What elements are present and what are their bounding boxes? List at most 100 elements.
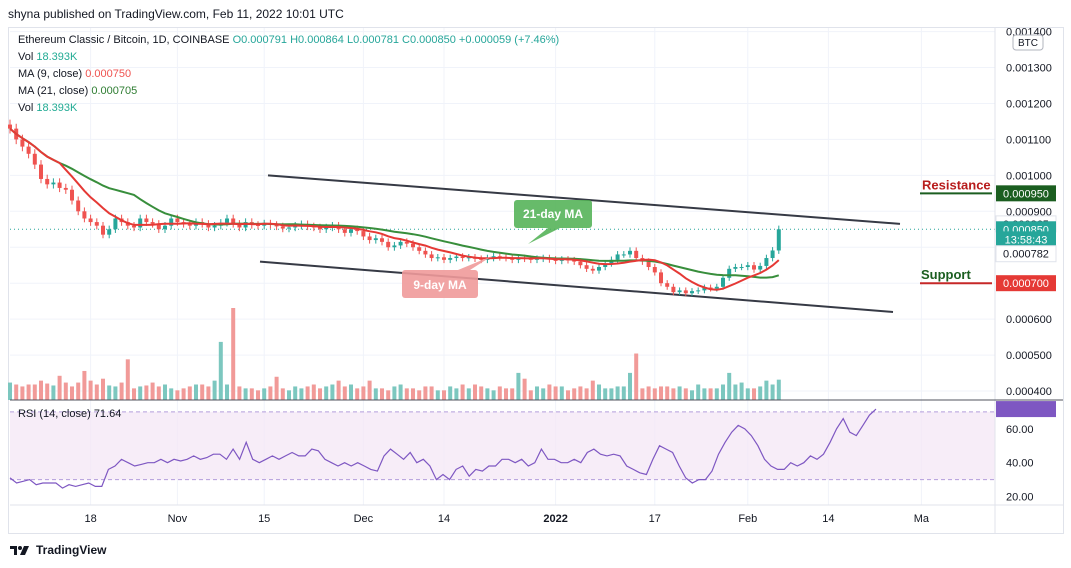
volume-bar <box>225 384 229 400</box>
candle-body <box>169 218 174 226</box>
candle-body <box>479 258 484 260</box>
rsi-line <box>9 408 877 489</box>
volume-bar <box>714 388 719 400</box>
rsi-pane <box>9 408 995 489</box>
candle-body <box>256 224 260 226</box>
candle-body <box>584 265 589 269</box>
volume-bar <box>429 386 434 400</box>
rsi-label: RSI (14, close) <box>18 408 91 420</box>
volume-bar <box>280 388 285 400</box>
volume-bar <box>14 384 19 400</box>
volume-bar <box>770 384 775 400</box>
tradingview-footer[interactable]: TradingView <box>10 543 106 557</box>
volume-bar <box>361 386 366 400</box>
volume-bars <box>8 308 781 400</box>
volume-bar <box>380 388 384 400</box>
candle-body <box>367 236 372 241</box>
candle-body <box>45 178 50 185</box>
volume-bar <box>727 372 732 400</box>
volume-bar <box>671 388 676 400</box>
candle-body <box>63 187 68 190</box>
candle-body <box>175 218 180 223</box>
volume-bar <box>776 379 781 400</box>
volume-bar <box>175 390 180 400</box>
price-tag <box>996 231 1056 248</box>
legend-rsi: RSI (14, close) 71.64 <box>18 408 121 420</box>
candle-body <box>70 189 74 201</box>
candle-body <box>423 250 428 255</box>
time-tick-label: Feb <box>738 513 757 525</box>
time-tick-label: Dec <box>354 513 374 525</box>
candle-body <box>454 256 459 259</box>
volume-bar <box>231 308 236 400</box>
candle-body <box>150 222 155 224</box>
volume-bar <box>621 386 626 400</box>
price-tag <box>996 185 1056 202</box>
volume-bar <box>423 386 428 400</box>
volume-bar <box>473 384 477 400</box>
candle-body <box>113 218 118 230</box>
volume-bar <box>392 386 397 400</box>
volume-bar <box>386 390 391 400</box>
candle-body <box>572 260 577 262</box>
candle-body <box>758 265 763 270</box>
volume-bar <box>125 359 130 400</box>
volume-bar <box>132 388 136 400</box>
candle-body <box>349 229 353 233</box>
volume-bar <box>696 384 701 400</box>
candle-body <box>342 229 347 233</box>
candle-body <box>466 257 471 259</box>
price-tick-label: 0.000400 <box>1006 386 1052 398</box>
legend-ohlc: Ethereum Classic / Bitcoin, 1D, COINBASE… <box>18 34 559 46</box>
rsi-tick-label: 60.00 <box>1006 424 1034 436</box>
tradingview-logo-icon <box>10 546 29 555</box>
volume-bar <box>652 388 657 400</box>
candle-body <box>628 250 632 255</box>
candle-body <box>94 222 99 226</box>
volume-bar <box>63 382 68 400</box>
volume-bar <box>597 384 601 400</box>
candle-body <box>590 268 595 271</box>
volume-bar <box>138 386 143 400</box>
candle-body <box>225 218 229 223</box>
volume-bar <box>218 341 223 400</box>
volume-bar <box>274 376 279 400</box>
candle-body <box>460 256 465 259</box>
volume-bar <box>88 380 93 400</box>
volume-bar <box>287 390 291 400</box>
volume-bar <box>677 386 682 400</box>
candle-body <box>57 182 62 188</box>
volume-bar <box>26 384 31 400</box>
candle-body <box>646 261 651 268</box>
volume-bar <box>628 372 632 400</box>
legend-close: C0.000850 <box>402 34 456 46</box>
ma9-value: 0.000750 <box>85 68 132 80</box>
volume-bar <box>411 388 415 400</box>
legend-change: +0.000059 (+7.46%) <box>458 34 560 46</box>
volume-bar <box>336 380 341 400</box>
channel-lines <box>10 174 995 313</box>
candle-body <box>51 182 56 185</box>
volume-bar <box>299 388 304 400</box>
volume-bar <box>615 386 620 400</box>
candle-body <box>752 265 756 270</box>
candles <box>8 119 781 297</box>
volume-bar <box>448 386 453 400</box>
candle-body <box>107 229 112 235</box>
candle-body <box>26 146 31 154</box>
volume-bar <box>758 386 763 400</box>
candle-body <box>20 139 25 147</box>
candle-body <box>739 267 744 269</box>
candle-body <box>652 267 657 273</box>
rsi-value-tag <box>996 401 1056 418</box>
chart-frame[interactable] <box>8 27 1064 534</box>
volume-bar <box>169 388 174 400</box>
candle-body <box>32 153 37 165</box>
annotation-labels: 21-day MA 9-day MA Resistance Support <box>402 177 992 298</box>
price-tag-text: 0.000782 <box>1003 249 1049 261</box>
candle-body <box>132 225 136 228</box>
candle-body <box>187 223 192 226</box>
candle-body <box>702 287 707 291</box>
volume-bar <box>249 388 254 400</box>
